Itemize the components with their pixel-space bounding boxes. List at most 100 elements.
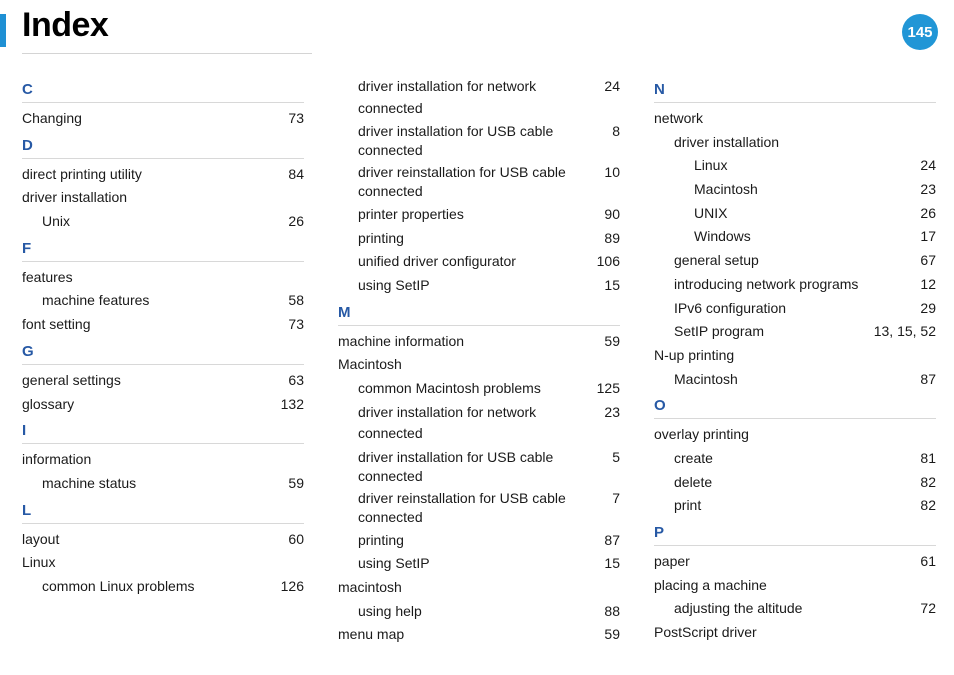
index-entry[interactable]: general setup67 [654,249,936,273]
index-letter-heading: C [22,81,304,103]
index-letter-heading: G [22,343,304,365]
index-page: 73 [288,314,304,336]
index-term: unified driver configurator [358,251,597,273]
index-entry[interactable]: layout60 [22,528,304,552]
index-entry[interactable]: using help88 [338,600,620,624]
title-underline [22,53,312,54]
index-entry[interactable]: SetIP program13, 15, 52 [654,320,936,344]
index-entry[interactable]: unified driver configurator106 [338,250,620,274]
index-entry[interactable]: printing89 [338,227,620,251]
index-entry[interactable]: driver installation [654,131,936,155]
index-term: general setup [674,250,920,272]
index-entry[interactable]: UNIX26 [654,202,936,226]
index-page: 84 [288,164,304,186]
index-page: 82 [920,472,936,494]
index-page: 10 [604,163,620,201]
index-term: macintosh [338,577,620,599]
index-entry[interactable]: driver reinstallation for USB cable conn… [338,162,620,202]
index-entry[interactable]: printing87 [338,529,620,553]
index-page: 63 [288,370,304,392]
index-entry[interactable]: direct printing utility84 [22,163,304,187]
index-page: 29 [920,298,936,320]
index-page: 26 [288,211,304,233]
index-entry[interactable]: machine information59 [338,330,620,354]
index-entry[interactable]: Unix26 [22,210,304,234]
index-entry[interactable]: PostScript driver [654,621,936,645]
index-column: CChanging73Ddirect printing utility84dri… [22,75,304,647]
index-term: driver reinstallation for USB cable conn… [358,163,604,201]
index-letter-heading: O [654,397,936,419]
index-page: 89 [604,228,620,250]
index-letter-heading: I [22,422,304,444]
index-entry[interactable]: general settings63 [22,369,304,393]
index-page: 106 [597,251,620,273]
index-entry[interactable]: macintosh [338,576,620,600]
index-entry[interactable]: overlay printing [654,423,936,447]
index-entry[interactable]: Changing73 [22,107,304,131]
index-entry[interactable]: Windows17 [654,225,936,249]
index-entry[interactable]: printer properties90 [338,203,620,227]
index-term: network [654,108,936,130]
index-page: 17 [920,226,936,248]
index-page: 7 [612,489,620,527]
index-term: common Linux problems [42,576,281,598]
index-entry[interactable]: Macintosh87 [654,368,936,392]
index-entry[interactable]: driver installation for network connecte… [338,75,620,120]
index-term: using SetIP [358,553,604,575]
index-term: driver installation [674,132,936,154]
index-entry[interactable]: using SetIP15 [338,552,620,576]
index-page: 87 [920,369,936,391]
index-page: 72 [920,598,936,620]
index-page: 26 [920,203,936,225]
index-entry[interactable]: Linux [22,551,304,575]
index-entry[interactable]: Linux24 [654,154,936,178]
index-entry[interactable]: network [654,107,936,131]
index-term: glossary [22,394,281,416]
index-letter-heading: N [654,81,936,103]
index-entry[interactable]: introducing network programs12 [654,273,936,297]
index-entry[interactable]: font setting73 [22,313,304,337]
index-entry[interactable]: menu map59 [338,623,620,647]
index-entry[interactable]: create81 [654,447,936,471]
index-entry[interactable]: information [22,448,304,472]
index-entry[interactable]: Macintosh23 [654,178,936,202]
index-entry[interactable]: driver installation for USB cable connec… [338,121,620,161]
index-entry[interactable]: IPv6 configuration29 [654,297,936,321]
index-entry[interactable]: adjusting the altitude72 [654,597,936,621]
index-page: 13, 15, 52 [874,321,936,343]
index-page: 126 [281,576,304,598]
index-page: 88 [604,601,620,623]
index-entry[interactable]: driver installation for USB cable connec… [338,447,620,487]
index-entry[interactable]: N-up printing [654,344,936,368]
index-term: using help [358,601,604,623]
index-entry[interactable]: machine features58 [22,289,304,313]
index-entry[interactable]: common Linux problems126 [22,575,304,599]
index-entry[interactable]: glossary132 [22,393,304,417]
index-entry[interactable]: print82 [654,494,936,518]
index-term: Windows [694,226,920,248]
index-term: placing a machine [654,575,936,597]
index-term: menu map [338,624,604,646]
index-entry[interactable]: driver installation [22,186,304,210]
index-term: SetIP program [674,321,874,343]
index-page: 5 [612,448,620,486]
index-entry[interactable]: using SetIP15 [338,274,620,298]
index-term: driver installation for USB cable connec… [358,122,612,160]
index-page: 81 [920,448,936,470]
index-entry[interactable]: driver installation for network connecte… [338,401,620,446]
index-page: 59 [604,331,620,353]
index-entry[interactable]: delete82 [654,471,936,495]
index-page: 23 [920,179,936,201]
index-term: print [674,495,920,517]
index-entry[interactable]: machine status59 [22,472,304,496]
index-term: machine features [42,290,288,312]
index-entry[interactable]: features [22,266,304,290]
index-entry[interactable]: paper61 [654,550,936,574]
index-entry[interactable]: driver reinstallation for USB cable conn… [338,488,620,528]
index-entry[interactable]: Macintosh [338,353,620,377]
index-entry[interactable]: common Macintosh problems125 [338,377,620,401]
index-term: printing [358,228,604,250]
index-term: Changing [22,108,288,130]
index-page: 58 [288,290,304,312]
index-entry[interactable]: placing a machine [654,574,936,598]
